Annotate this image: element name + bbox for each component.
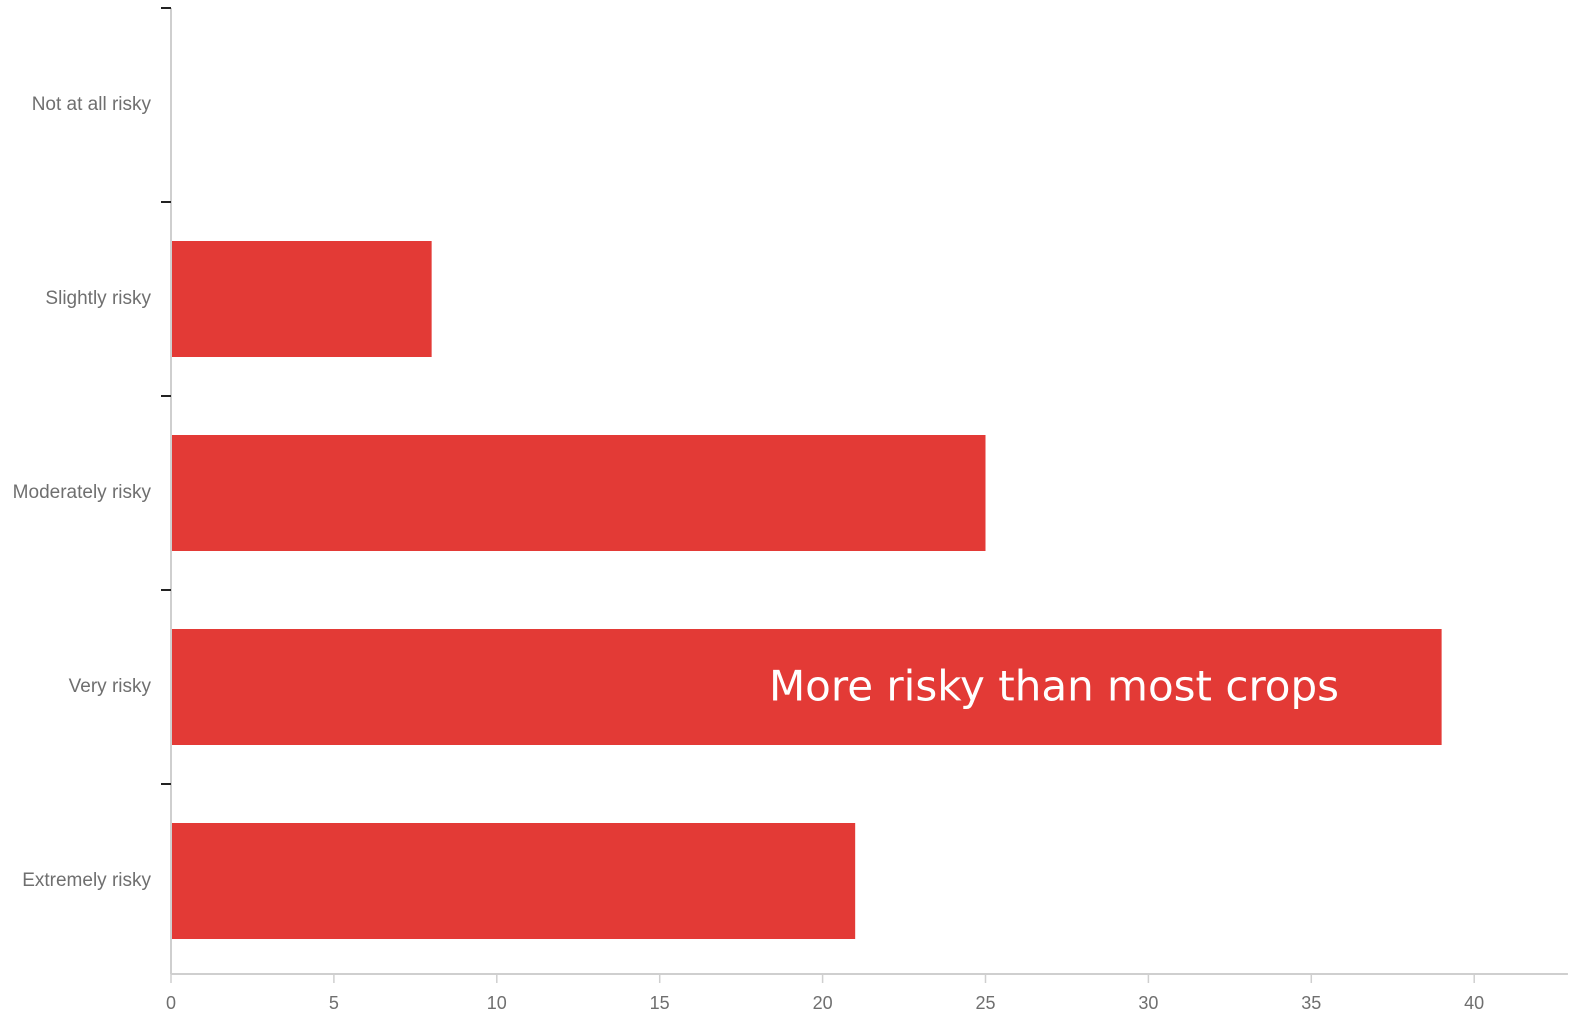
axes-layer	[161, 7, 1568, 983]
x-tick-label: 0	[166, 993, 176, 1013]
x-tick-label: 10	[487, 993, 507, 1013]
x-tick-label: 5	[329, 993, 339, 1013]
x-tick-label: 20	[813, 993, 833, 1013]
x-tick-label: 35	[1301, 993, 1321, 1013]
bar-slightly-risky	[172, 241, 432, 357]
x-tick-label: 15	[650, 993, 670, 1013]
bar-very-risky	[172, 629, 1442, 745]
bars-layer	[172, 241, 1442, 939]
category-label-extremely-risky: Extremely risky	[22, 870, 151, 891]
bar-extremely-risky	[172, 823, 856, 939]
bar-annotation: More risky than most crops	[769, 662, 1339, 711]
category-label-not-at-all-risky: Not at all risky	[32, 94, 152, 115]
x-tick-label: 30	[1138, 993, 1158, 1013]
labels-layer: Not at all risky Slightly risky Moderately…	[13, 94, 1485, 1013]
bar-moderately-risky	[172, 435, 986, 551]
category-label-moderately-risky: Moderately risky	[13, 482, 152, 503]
x-tick-label: 40	[1464, 993, 1484, 1013]
x-tick-label: 25	[975, 993, 995, 1013]
category-label-very-risky: Very risky	[69, 676, 152, 697]
category-label-slightly-risky: Slightly risky	[45, 288, 151, 309]
